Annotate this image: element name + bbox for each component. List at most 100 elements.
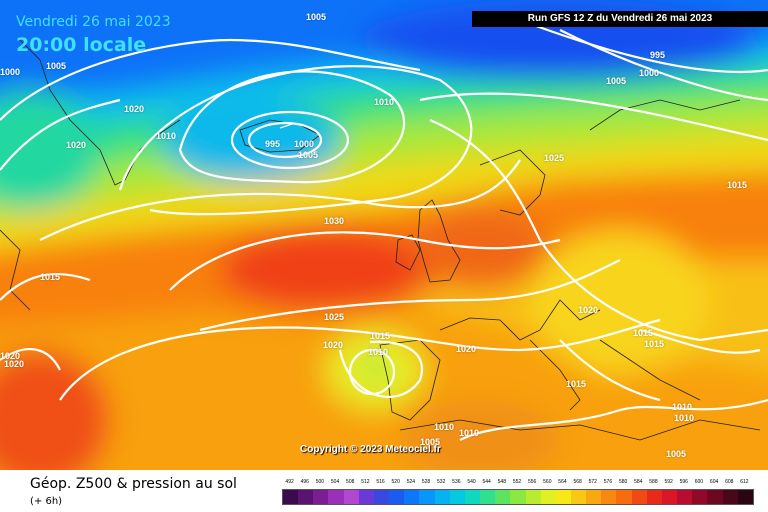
scale-value: 564 [558, 479, 567, 485]
scale-value: 596 [679, 479, 688, 485]
isobar-label: 1010 [459, 428, 480, 438]
scale-value: 592 [664, 479, 673, 485]
scale-value: 524 [406, 479, 416, 485]
scale-swatch [328, 490, 344, 504]
geopotential-field [0, 0, 768, 470]
legend-footer: Géop. Z500 & pression au sol (+ 6h) 492 4… [0, 470, 768, 512]
isobar-label: 1010 [672, 402, 693, 412]
isobar-label: 1020 [4, 359, 25, 369]
scale-value: 544 [482, 479, 491, 485]
isobar-label: 1000 [0, 67, 21, 77]
scale-swatch [601, 490, 617, 504]
scale-swatch [570, 490, 587, 504]
isobar-label: 1015 [644, 339, 665, 349]
scale-swatch [555, 490, 571, 504]
isobar-label: 1000 [639, 68, 660, 78]
scale-swatch [722, 490, 738, 504]
scale-swatch [692, 490, 708, 504]
scale-value: 516 [376, 479, 385, 485]
scale-swatch [737, 490, 753, 504]
scale-swatch [540, 490, 556, 504]
scale-swatch [495, 490, 511, 504]
scale-value: 556 [527, 479, 537, 485]
copyright-notice: Copyright © 2023 Meteociel.fr [300, 444, 441, 455]
scale-value: 576 [603, 479, 613, 485]
scale-value: 568 [573, 479, 582, 485]
isobar-label: 1005 [420, 437, 441, 447]
scale-swatch [343, 490, 359, 504]
scale-swatch [419, 490, 435, 504]
scale-value: 512 [361, 479, 370, 485]
scale-value: 608 [725, 479, 734, 485]
isobar-label: 1020 [578, 305, 599, 315]
scale-swatch [646, 490, 662, 504]
field-title: Géop. Z500 & pression au sol [30, 476, 237, 492]
isobar-label: 995 [650, 50, 666, 60]
forecast-step: (+ 6h) [30, 496, 63, 507]
scale-value: 588 [649, 479, 658, 485]
isobar-label: 1005 [306, 12, 327, 22]
isobar-label: 1015 [633, 328, 654, 338]
scale-value: 504 [330, 479, 340, 485]
scale-swatch [373, 490, 390, 504]
scale-swatch [283, 490, 299, 504]
isobar-label: 1005 [666, 449, 687, 459]
scale-value: 540 [467, 479, 476, 485]
scale-value: 600 [694, 479, 704, 485]
scale-value: 520 [391, 479, 400, 485]
scale-swatch [510, 490, 526, 504]
scale-value: 604 [709, 479, 719, 485]
isobar-label: 1015 [370, 331, 391, 341]
scale-value: 496 [300, 479, 309, 485]
scale-swatch [707, 490, 723, 504]
scale-value: 548 [497, 479, 506, 485]
scale-swatch [464, 490, 481, 504]
pressure-arrow [279, 123, 293, 129]
isobar-label: 1005 [298, 150, 319, 160]
isobar-label: 1005 [46, 61, 67, 71]
scale-value: 536 [452, 479, 461, 485]
scale-swatch [616, 490, 632, 504]
scale-value: 508 [346, 479, 355, 485]
isobar-label: 1010 [156, 131, 177, 141]
isobar-label: 1010 [674, 413, 695, 423]
scale-swatch [586, 490, 602, 504]
scale-swatch [434, 490, 450, 504]
isobar-label: 1030 [324, 216, 345, 226]
isobar-label: 1010 [434, 422, 455, 432]
isobar-label: 1010 [368, 347, 389, 357]
scale-swatch [389, 490, 405, 504]
scale-value: 528 [421, 479, 431, 485]
scale-value: 580 [618, 479, 628, 485]
isobar-label: 1025 [324, 312, 345, 322]
isobar-label: 1020 [66, 140, 87, 150]
isobar-label: 1020 [124, 104, 145, 114]
scale-swatch [358, 490, 374, 504]
scale-swatch [677, 490, 693, 504]
isobar-label: 1020 [456, 344, 477, 354]
isobars [0, 18, 768, 441]
isobar-label: 1015 [727, 180, 748, 190]
isobar-label: 1015 [40, 272, 61, 282]
isobar-label: 1010 [374, 97, 395, 107]
isobar-label: 1025 [544, 153, 565, 163]
color-scale-bar [282, 489, 754, 505]
model-run-label: Run GFS 12 Z du Vendredi 26 mai 2023 [472, 11, 768, 27]
scale-swatch [661, 490, 678, 504]
scale-swatch [313, 490, 329, 504]
isobar-label: 1020 [323, 340, 344, 350]
scale-value: 552 [512, 479, 522, 485]
isobar-label: 1020 [0, 351, 21, 361]
z500-color-field [0, 0, 768, 470]
scale-value: 612 [740, 479, 749, 485]
scale-value: 572 [588, 479, 597, 485]
scale-value: 492 [285, 479, 294, 485]
scale-swatch [480, 490, 496, 504]
scale-swatch [631, 490, 647, 504]
scale-swatch [404, 490, 420, 504]
scale-value: 532 [437, 479, 446, 485]
scale-swatch [449, 490, 465, 504]
isobar-label: 1000 [294, 139, 315, 149]
isobar-label: 1015 [566, 379, 587, 389]
weather-map: Vendredi 26 mai 2023 20:00 locale Run GF… [0, 0, 768, 470]
